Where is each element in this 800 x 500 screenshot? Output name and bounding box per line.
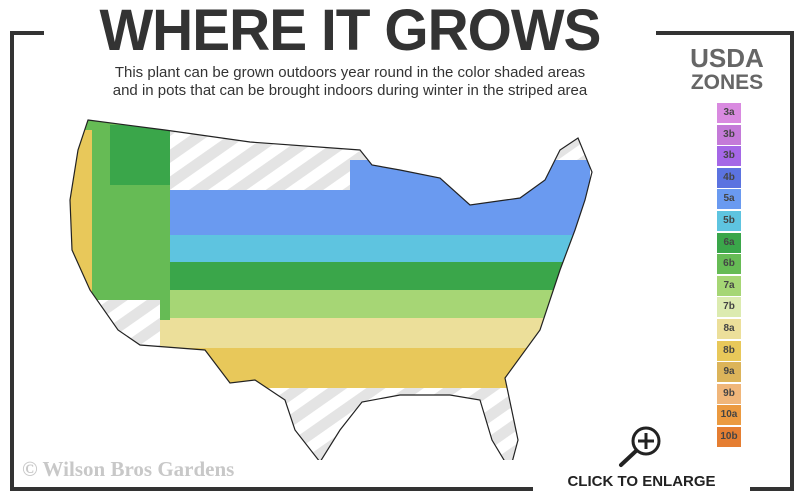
click-to-enlarge-button[interactable]: CLICK TO ENLARGE [533, 425, 750, 495]
subtitle: This plant can be grown outdoors year ro… [50, 64, 650, 100]
subtitle-line-1: This plant can be grown outdoors year ro… [114, 64, 586, 81]
legend-zone-6a: 6a [717, 232, 741, 253]
legend-zone-5b: 5b [717, 210, 741, 231]
legend-zone-10a: 10a [717, 405, 741, 426]
legend-zone-7b: 7b [717, 297, 741, 318]
legend-zone-3a: 3a [717, 103, 741, 123]
page-title: WHERE IT GROWS [99, 0, 602, 63]
legend-zone-5a: 5a [717, 189, 741, 210]
frame-right [790, 31, 794, 491]
zoom-in-icon [619, 426, 661, 467]
legend-title-line-2: ZONES [690, 71, 764, 94]
zone-fill [70, 120, 592, 460]
frame-bottom-right [750, 487, 794, 491]
click-to-enlarge-label: CLICK TO ENLARGE [567, 473, 716, 490]
subtitle-line-2: and in pots that can be brought indoors … [112, 82, 588, 99]
legend-zone-10b: 10b [717, 426, 741, 447]
us-outline [69, 119, 593, 460]
legend-title: USDA ZONES [672, 44, 782, 94]
legend-zone-6b: 6b [717, 254, 741, 275]
us-zone-map[interactable] [55, 110, 605, 460]
legend-zone-7a: 7a [717, 275, 741, 296]
legend-zone-8a: 8a [717, 318, 741, 339]
zone-legend: 3a 3b 3b 4b 5a 5b 6a 6b 7a 7b 8a 8b 9a 9b 10a 10b [717, 103, 741, 449]
legend-zone-8b: 8b [717, 340, 741, 361]
legend-zone-3b: 3b [717, 124, 741, 145]
frame-top-left [10, 31, 44, 35]
legend-zone-9a: 9a [717, 362, 741, 383]
legend-zone-3b: 3b [717, 146, 741, 167]
legend-zone-9b: 9b [717, 383, 741, 404]
legend-zone-4b: 4b [717, 167, 741, 188]
frame-top-right [656, 31, 794, 35]
frame-bottom-left [10, 487, 533, 491]
legend-title-line-1: USDA [690, 43, 764, 73]
watermark: © Wilson Bros Gardens [22, 457, 235, 481]
frame-left [10, 31, 14, 491]
